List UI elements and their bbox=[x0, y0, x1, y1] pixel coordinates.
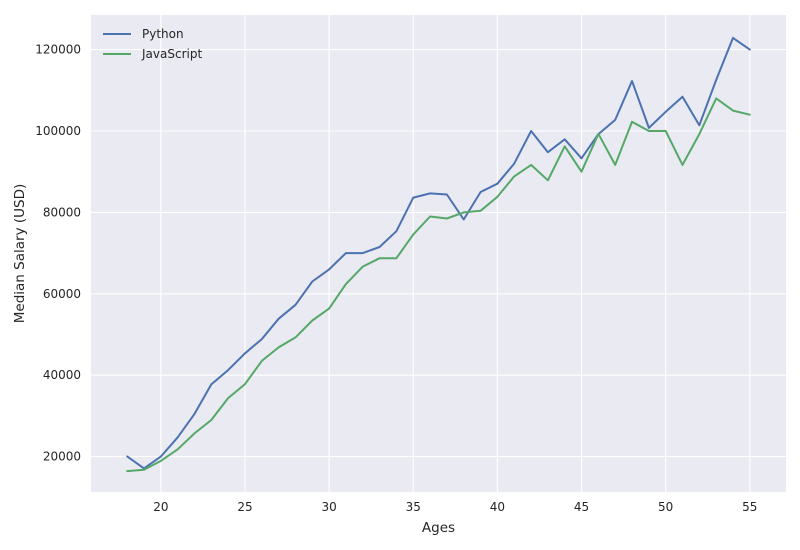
y-tick-label: 120000 bbox=[35, 43, 81, 57]
y-tick-label: 80000 bbox=[43, 205, 81, 219]
legend-label: JavaScript bbox=[141, 47, 202, 61]
x-tick-labels: 20 25 30 35 40 45 50 55 bbox=[153, 500, 757, 514]
plot-area bbox=[91, 15, 786, 492]
y-tick-label: 100000 bbox=[35, 124, 81, 138]
x-tick-label: 40 bbox=[490, 500, 505, 514]
x-axis-label: Ages bbox=[422, 520, 455, 536]
legend-label: Python bbox=[142, 27, 184, 41]
series-line-javascript bbox=[126, 97, 751, 473]
x-tick-label: 35 bbox=[406, 500, 421, 514]
x-tick-label: 30 bbox=[321, 500, 336, 514]
series-line-python bbox=[126, 36, 751, 470]
y-tick-label: 20000 bbox=[43, 450, 81, 464]
series-lines bbox=[126, 36, 751, 473]
x-tick-label: 50 bbox=[658, 500, 673, 514]
gridlines bbox=[91, 15, 786, 492]
legend: Python JavaScript bbox=[103, 27, 202, 61]
y-tick-label: 40000 bbox=[43, 368, 81, 382]
x-tick-label: 55 bbox=[742, 500, 757, 514]
x-tick-label: 20 bbox=[153, 500, 168, 514]
y-tick-label: 60000 bbox=[43, 287, 81, 301]
y-tick-labels: 20000 40000 60000 80000 100000 120000 bbox=[35, 43, 81, 464]
y-axis-label: Median Salary (USD) bbox=[12, 184, 28, 323]
x-tick-label: 25 bbox=[237, 500, 252, 514]
x-tick-label: 45 bbox=[574, 500, 589, 514]
